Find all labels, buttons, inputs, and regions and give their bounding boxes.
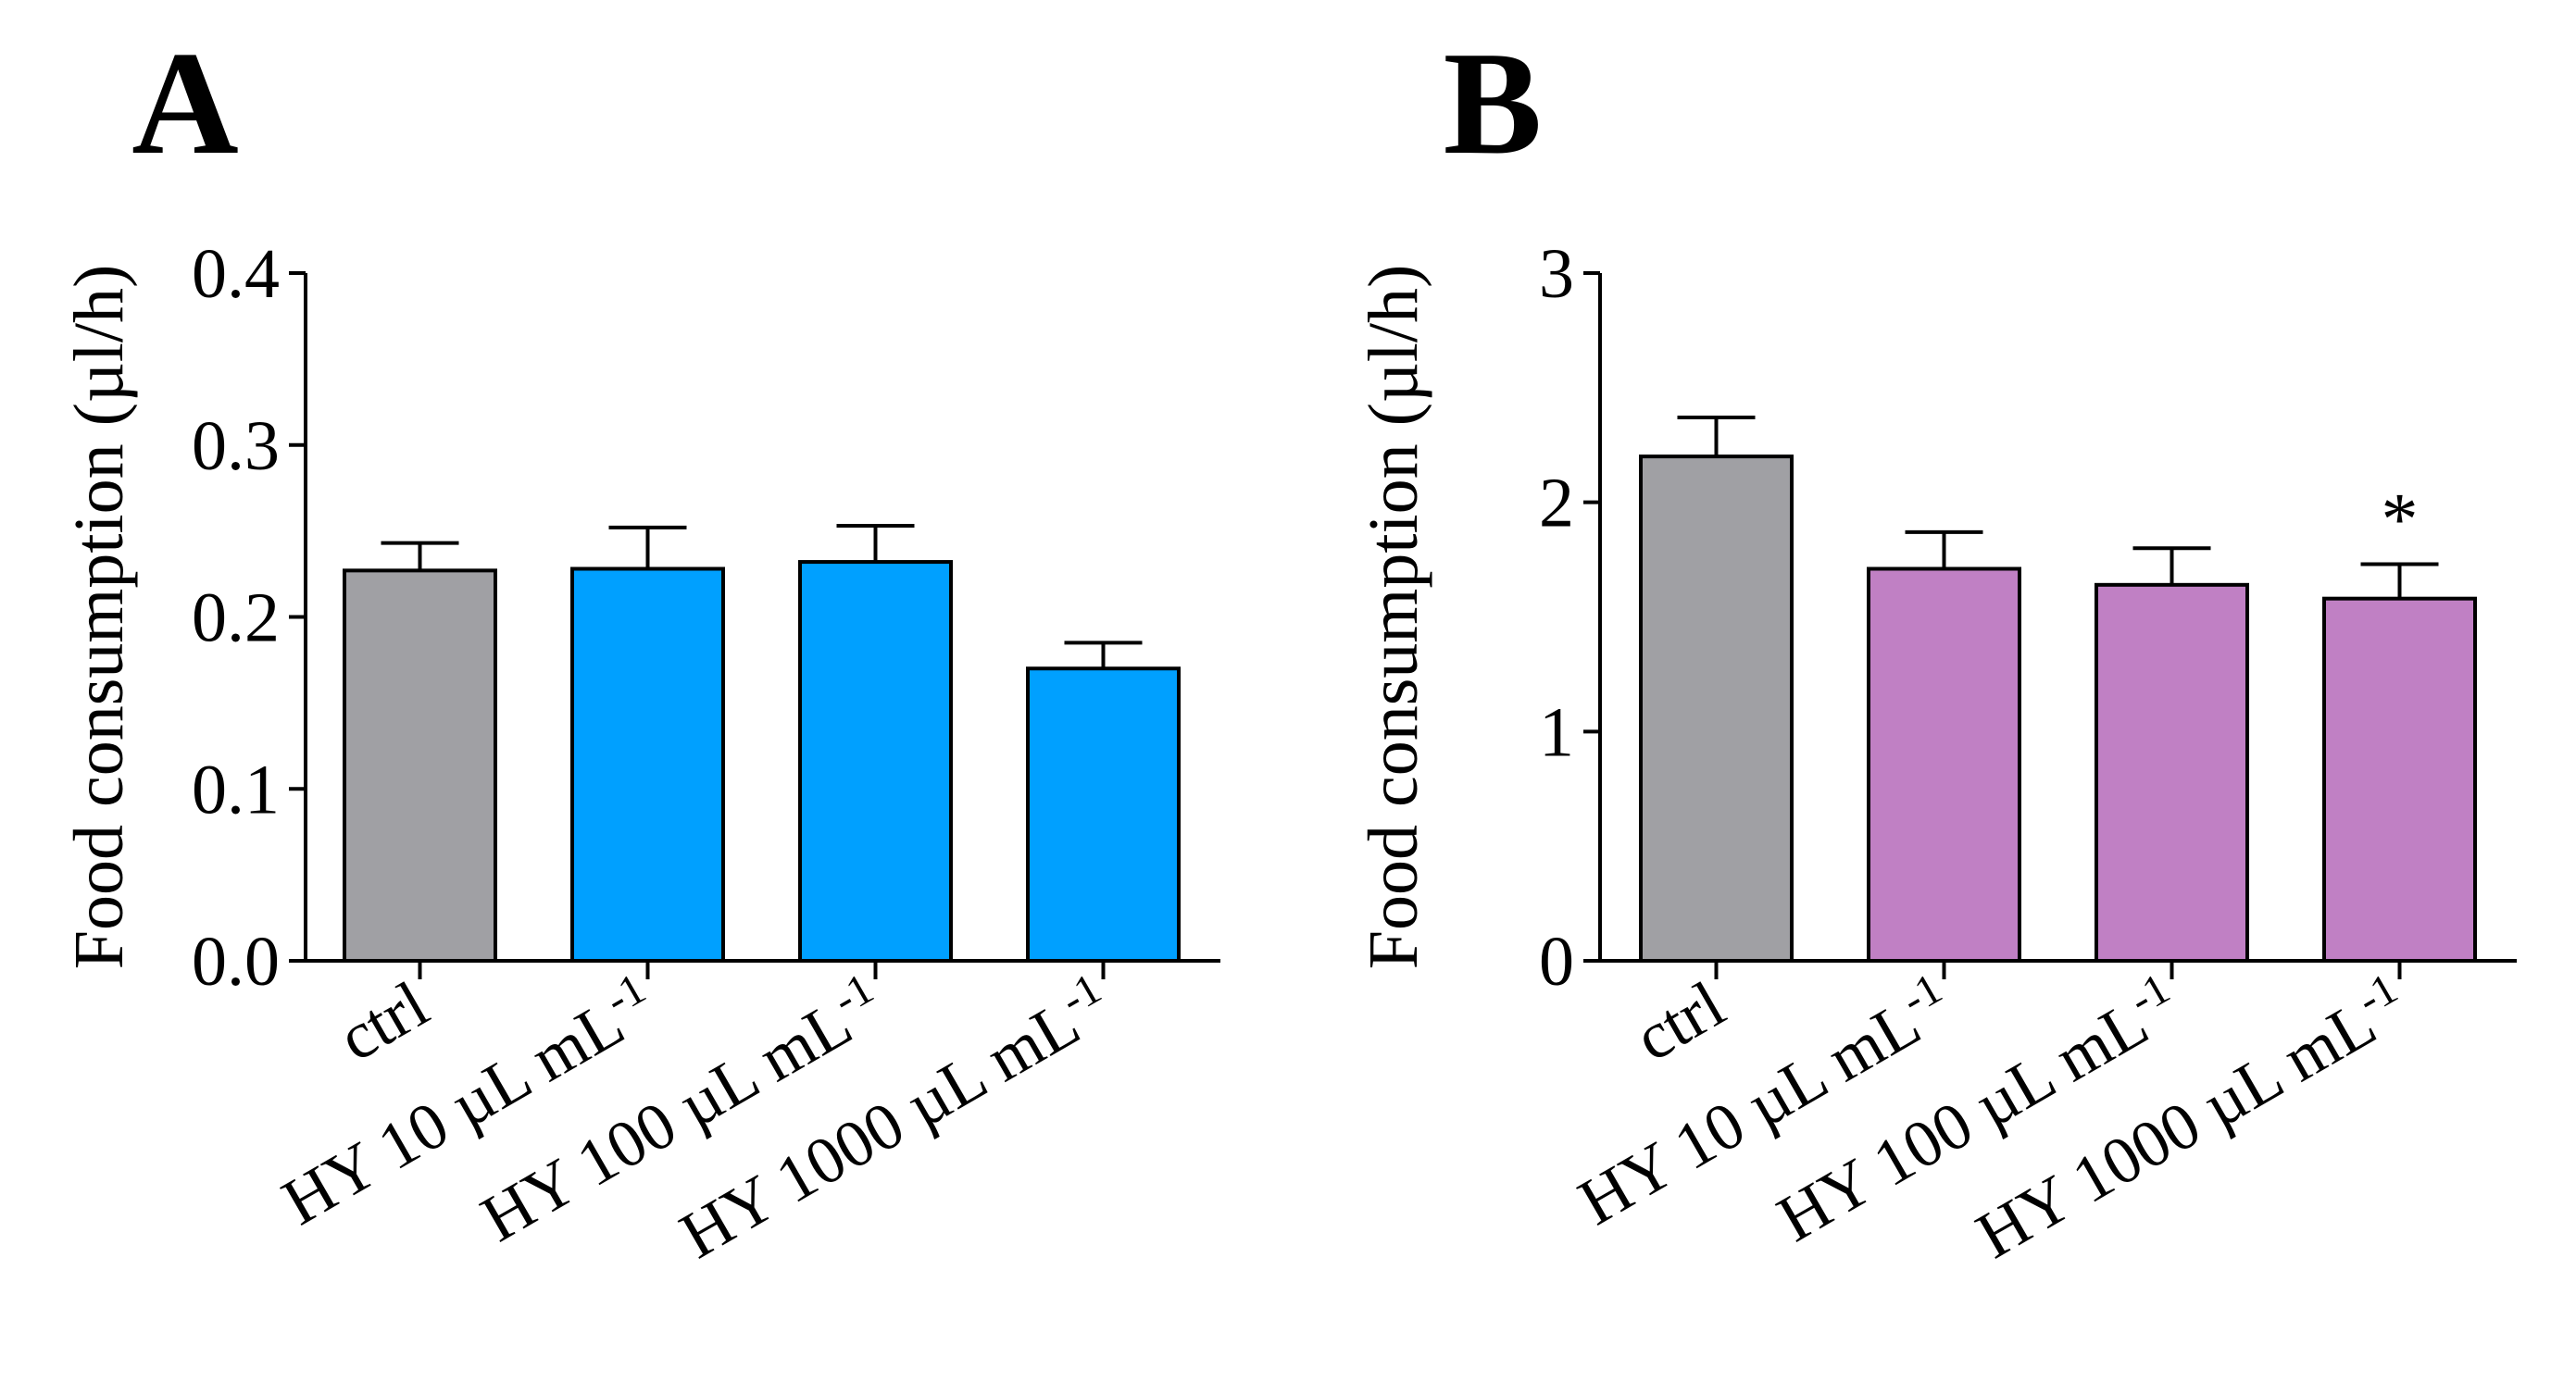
bar-4 — [1026, 666, 1181, 963]
y-tick-label: 3 — [1539, 235, 1574, 313]
panel-a: A Food consumption (µl/h) 0.0 0.1 0.2 0.3 0.4 c… — [60, 20, 1220, 1273]
y-tick-label: 0 — [1539, 923, 1574, 1001]
y-tick-label: 2 — [1539, 465, 1574, 542]
bar-3 — [798, 560, 953, 963]
x-category-label: ctrl — [326, 967, 440, 1076]
bar-1 — [1639, 454, 1794, 963]
bar-2 — [570, 566, 725, 963]
y-tick-label: 0.0 — [192, 923, 280, 1001]
y-axis-title: Food consumption (µl/h) — [1355, 265, 1432, 970]
panel-label-a: A — [131, 20, 239, 185]
y-tick-label: 0.2 — [192, 579, 280, 657]
bar-1 — [343, 568, 497, 963]
x-category-label: HY 10 µL mL-1 — [1564, 964, 1964, 1239]
bar-2 — [1867, 566, 2021, 963]
bar-4 — [2322, 596, 2477, 963]
panel-label-b: B — [1444, 20, 1543, 185]
bar-3 — [2095, 582, 2249, 963]
y-axis-title: Food consumption (µl/h) — [60, 265, 138, 970]
x-category-label: ctrl — [1622, 967, 1736, 1076]
y-tick-label: 0.1 — [192, 751, 280, 828]
x-category-label: HY 10 µL mL-1 — [268, 964, 668, 1239]
y-tick-label: 0.3 — [192, 407, 280, 485]
y-tick-label: 0.4 — [192, 235, 280, 313]
y-tick-label: 1 — [1539, 693, 1574, 771]
significance-marker: * — [2382, 479, 2419, 561]
